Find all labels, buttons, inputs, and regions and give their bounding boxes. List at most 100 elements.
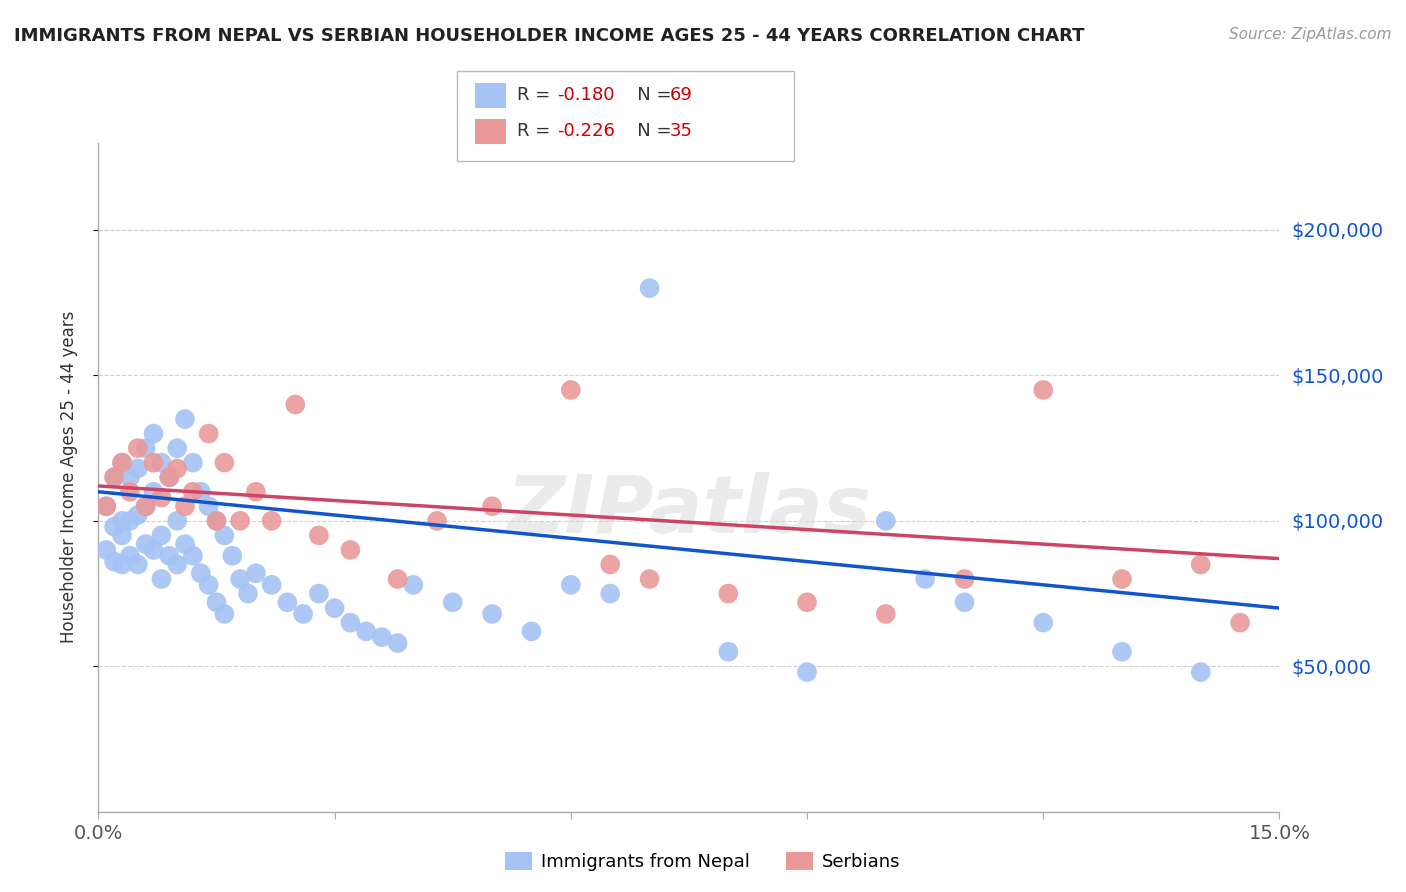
Point (284, 397, 307, 411)
Point (111, 456, 134, 470)
Point (181, 456, 204, 470)
Point (197, 578, 219, 592)
Point (142, 426, 165, 441)
Point (387, 572, 409, 586)
Point (560, 578, 582, 592)
Point (96, 500, 118, 514)
Point (796, 595, 818, 609)
Point (308, 528, 330, 542)
Point (292, 607, 315, 621)
Point (387, 636, 409, 650)
Point (111, 528, 134, 542)
Point (229, 572, 252, 586)
Point (245, 566, 267, 581)
Point (221, 549, 243, 563)
Point (135, 500, 157, 514)
Point (135, 441, 157, 455)
Point (205, 595, 228, 609)
Point (150, 491, 173, 505)
Point (1189, 665, 1212, 679)
Point (520, 624, 543, 639)
Point (339, 615, 361, 630)
Point (214, 528, 236, 542)
Point (190, 484, 212, 499)
Point (796, 665, 818, 679)
Point (599, 586, 621, 600)
Point (1229, 615, 1251, 630)
Point (875, 514, 897, 528)
Point (339, 543, 361, 558)
Point (96, 543, 118, 558)
Legend: Immigrants from Nepal, Serbians: Immigrants from Nepal, Serbians (498, 845, 908, 879)
Point (127, 461, 149, 475)
Text: R =: R = (517, 87, 557, 104)
Point (150, 528, 173, 542)
Point (118, 484, 141, 499)
Point (150, 456, 173, 470)
Point (111, 558, 134, 572)
Point (371, 630, 394, 644)
Point (166, 441, 188, 455)
Point (205, 514, 228, 528)
Point (142, 456, 165, 470)
Point (638, 281, 661, 295)
Point (599, 558, 621, 572)
Point (308, 586, 330, 600)
Point (181, 484, 204, 499)
Point (197, 500, 219, 514)
Point (1032, 383, 1054, 397)
Point (914, 572, 936, 586)
Text: N =: N = (620, 122, 678, 140)
Point (111, 514, 134, 528)
Point (157, 470, 180, 484)
Point (181, 549, 204, 563)
Point (127, 508, 149, 522)
Point (953, 572, 976, 586)
Point (875, 607, 897, 621)
Text: Source: ZipAtlas.com: Source: ZipAtlas.com (1229, 27, 1392, 42)
Point (229, 514, 252, 528)
Point (236, 586, 259, 600)
Point (127, 441, 149, 455)
Text: 69: 69 (669, 87, 692, 104)
Point (135, 537, 157, 551)
Point (150, 572, 173, 586)
Point (260, 578, 283, 592)
Point (118, 514, 141, 528)
Point (717, 586, 740, 600)
Point (103, 470, 125, 484)
Point (953, 595, 976, 609)
Point (166, 558, 188, 572)
Point (157, 470, 180, 484)
Point (111, 456, 134, 470)
Point (1032, 615, 1054, 630)
Point (103, 470, 125, 484)
Point (174, 500, 197, 514)
Point (245, 484, 267, 499)
Point (103, 519, 125, 533)
Point (354, 624, 377, 639)
Point (1111, 645, 1133, 659)
Point (214, 607, 236, 621)
Point (197, 426, 219, 441)
Text: 35: 35 (669, 122, 692, 140)
Point (205, 514, 228, 528)
Point (260, 514, 283, 528)
Point (214, 456, 236, 470)
Text: ZIPatlas: ZIPatlas (506, 472, 872, 549)
Point (276, 595, 298, 609)
Point (426, 514, 449, 528)
Point (118, 549, 141, 563)
Point (174, 537, 197, 551)
Point (323, 601, 346, 615)
Point (1111, 572, 1133, 586)
Point (402, 578, 425, 592)
Point (190, 566, 212, 581)
Point (441, 595, 464, 609)
Point (118, 470, 141, 484)
Point (142, 543, 165, 558)
Point (174, 412, 197, 426)
Point (481, 607, 503, 621)
Point (560, 383, 582, 397)
Text: IMMIGRANTS FROM NEPAL VS SERBIAN HOUSEHOLDER INCOME AGES 25 - 44 YEARS CORRELATI: IMMIGRANTS FROM NEPAL VS SERBIAN HOUSEHO… (14, 27, 1084, 45)
